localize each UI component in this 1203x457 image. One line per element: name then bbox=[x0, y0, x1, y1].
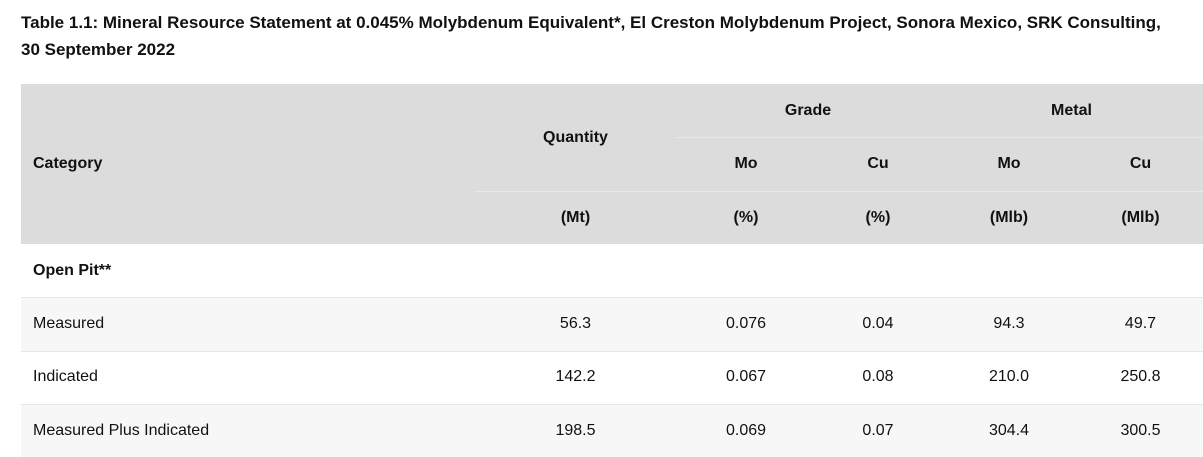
table-cell: 304.4 bbox=[988, 421, 1030, 439]
unit-header: (%) bbox=[733, 208, 759, 226]
table-cell: 0.069 bbox=[725, 421, 767, 439]
table-cell: 0.04 bbox=[862, 314, 894, 332]
column-header: Mo bbox=[734, 155, 758, 172]
row-divider bbox=[21, 403, 1203, 405]
quantity-header: Quantity bbox=[543, 128, 608, 146]
row-label: Indicated bbox=[33, 368, 98, 386]
table-cell: 0.07 bbox=[862, 421, 894, 439]
row-label: Measured Plus Indicated bbox=[33, 421, 210, 439]
table-title: Table 1.1: Mineral Resource Statement at… bbox=[21, 13, 1161, 59]
table-cell: 198.5 bbox=[555, 421, 596, 439]
row-divider bbox=[21, 350, 1203, 352]
unit-header: (Mlb) bbox=[1121, 208, 1160, 226]
header-divider bbox=[475, 191, 1203, 192]
table-cell: 210.0 bbox=[988, 368, 1030, 386]
unit-header: (Mt) bbox=[560, 208, 591, 226]
grade-header: Grade bbox=[784, 101, 832, 119]
column-header: Mo bbox=[997, 155, 1021, 172]
row-background bbox=[21, 404, 1203, 457]
header-background bbox=[21, 84, 1203, 244]
unit-header: (%) bbox=[865, 208, 891, 226]
row-divider bbox=[21, 297, 1203, 299]
table-cell: 94.3 bbox=[993, 314, 1025, 332]
table-cell: 250.8 bbox=[1120, 368, 1161, 386]
metal-header: Metal bbox=[1051, 101, 1092, 119]
category-header: Category bbox=[33, 155, 103, 172]
table-cell: 0.076 bbox=[725, 314, 767, 332]
table-cell: 0.08 bbox=[862, 368, 894, 386]
header-divider bbox=[676, 137, 1203, 138]
unit-header: (Mlb) bbox=[989, 208, 1029, 226]
row-label: Measured bbox=[33, 314, 105, 332]
table-cell: 0.067 bbox=[725, 368, 767, 386]
column-header: Cu bbox=[867, 155, 889, 172]
table-cell: 142.2 bbox=[555, 368, 596, 386]
table-cell: 49.7 bbox=[1124, 314, 1157, 332]
table-cell: 56.3 bbox=[559, 314, 592, 332]
section-label: Open Pit** bbox=[33, 261, 112, 279]
row-background bbox=[21, 298, 1203, 351]
column-header: Cu bbox=[1129, 155, 1152, 172]
table-cell: 300.5 bbox=[1120, 421, 1161, 439]
